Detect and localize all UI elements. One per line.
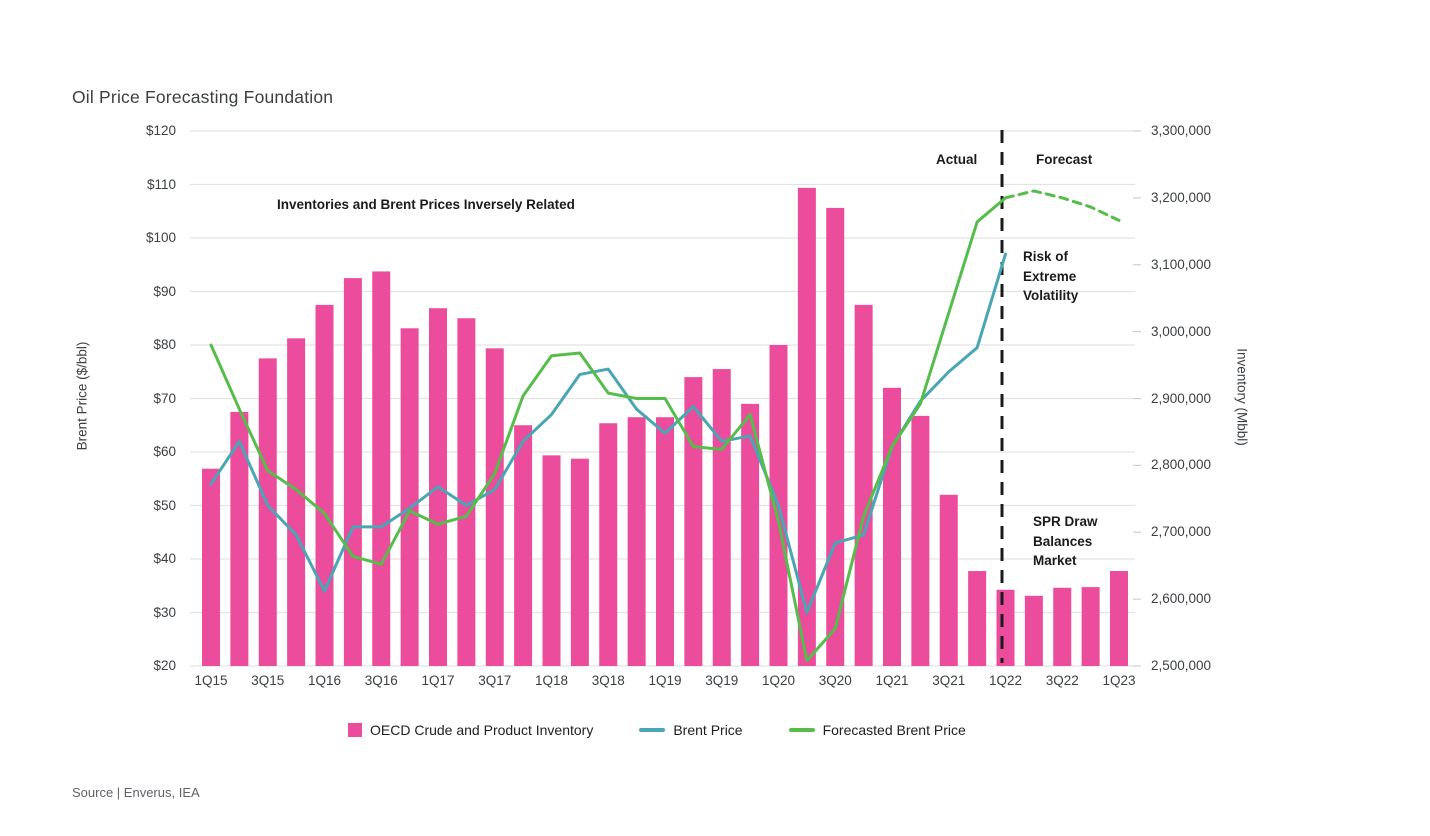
inventory-bar-4Q18 bbox=[627, 417, 646, 666]
x-tick-label: 3Q19 bbox=[705, 673, 739, 688]
page-title: Oil Price Forecasting Foundation bbox=[72, 87, 334, 107]
y-right-tick-label: 3,100,000 bbox=[1151, 256, 1212, 272]
annotation-forecast: Forecast bbox=[1036, 152, 1093, 167]
forecasted-brent-line-forecast-period bbox=[1004, 189, 1121, 222]
x-tick-label: 1Q17 bbox=[421, 673, 455, 688]
inventory-bar-3Q22 bbox=[1053, 587, 1072, 666]
legend-label-forecasted-brent: Forecasted Brent Price bbox=[822, 722, 966, 738]
inventory-bar-1Q15 bbox=[202, 468, 220, 666]
x-tick-label: 1Q20 bbox=[761, 673, 796, 688]
y-left-tick-label: $110 bbox=[146, 176, 176, 192]
inventory-bar-1Q16 bbox=[315, 304, 334, 666]
annotation-actual: Actual bbox=[936, 152, 978, 167]
inventory-bar-2Q19 bbox=[684, 377, 703, 666]
annotation-inverse-relation: Inventories and Brent Prices Inversely R… bbox=[277, 197, 575, 212]
inventory-bar-1Q19 bbox=[656, 417, 674, 666]
left-axis-title: Brent Price ($/bbl) bbox=[74, 341, 90, 451]
y-right-tick-label: 2,600,000 bbox=[1151, 591, 1212, 607]
inventory-bar-4Q15 bbox=[287, 338, 306, 666]
inventory-bar-3Q18 bbox=[599, 423, 618, 666]
y-right-tick-label: 3,300,000 bbox=[1151, 123, 1212, 138]
y-left-tick-label: $30 bbox=[153, 604, 176, 620]
y-right-tick-label: 2,700,000 bbox=[1151, 524, 1212, 540]
y-left-tick-label: $120 bbox=[145, 123, 176, 138]
inventory-bar-3Q19 bbox=[712, 369, 731, 666]
x-tick-label: 1Q22 bbox=[988, 673, 1023, 688]
x-tick-label: 1Q15 bbox=[194, 673, 228, 688]
inventory-bar-2Q20 bbox=[797, 187, 816, 666]
y-right-tick-label: 2,500,000 bbox=[1151, 658, 1212, 673]
legend-item-brent-price: Brent Price bbox=[639, 722, 743, 738]
legend-item-forecasted-brent: Forecasted Brent Price bbox=[788, 722, 966, 738]
inventory-bar-2Q16 bbox=[343, 278, 362, 666]
y-left-tick-label: $80 bbox=[153, 337, 176, 352]
annotation-spr-draw-balances-market: SPR Draw Balances Market bbox=[1033, 514, 1098, 568]
x-tick-label: 3Q21 bbox=[932, 673, 966, 688]
y-left-tick-label: $90 bbox=[153, 283, 176, 299]
y-left-tick-label: $70 bbox=[153, 390, 176, 406]
forecasted-brent-line-actual-period bbox=[209, 196, 1007, 663]
inventory-bar-1Q21 bbox=[883, 387, 901, 666]
x-tick-label: 3Q16 bbox=[364, 673, 398, 688]
inventory-bar-2Q15 bbox=[230, 411, 249, 666]
inventory-bar-1Q22 bbox=[996, 589, 1015, 666]
x-tick-label: 3Q18 bbox=[591, 673, 625, 688]
brent-price-line bbox=[209, 252, 1007, 614]
y-left-tick-label: $50 bbox=[153, 497, 176, 513]
x-tick-label: 1Q18 bbox=[534, 673, 569, 688]
inventory-bar-4Q16 bbox=[400, 328, 419, 666]
legend-label-inventory: OECD Crude and Product Inventory bbox=[370, 722, 594, 738]
x-tick-label: 1Q16 bbox=[307, 673, 342, 688]
y-right-tick-label: 2,800,000 bbox=[1151, 457, 1212, 473]
legend-label-brent-price: Brent Price bbox=[673, 722, 743, 738]
x-tick-label: 3Q15 bbox=[251, 673, 285, 688]
inventory-swatch-icon bbox=[348, 723, 362, 737]
y-right-tick-label: 3,200,000 bbox=[1151, 189, 1212, 205]
inventory-bar-4Q21 bbox=[968, 571, 987, 666]
source-attribution: Source | Enverus, IEA bbox=[72, 785, 200, 800]
inventory-bar-2Q22 bbox=[1024, 595, 1043, 666]
inventory-bar-4Q20 bbox=[854, 304, 873, 666]
y-left-tick-label: $40 bbox=[153, 551, 176, 566]
inventory-bar-4Q19 bbox=[741, 403, 760, 666]
x-tick-label: 3Q17 bbox=[478, 673, 512, 688]
x-tick-label: 3Q20 bbox=[818, 673, 852, 688]
inventory-bar-3Q15 bbox=[258, 358, 277, 666]
chart-legend: OECD Crude and Product Inventory Brent P… bbox=[348, 722, 966, 738]
inventory-bar-4Q22 bbox=[1081, 587, 1100, 666]
x-tick-label: 1Q23 bbox=[1102, 673, 1136, 688]
y-left-tick-label: $100 bbox=[145, 230, 176, 245]
legend-item-inventory: OECD Crude and Product Inventory bbox=[348, 722, 593, 738]
x-tick-label: 1Q19 bbox=[648, 673, 682, 688]
y-left-tick-label: $60 bbox=[153, 444, 176, 459]
inventory-bar-2Q17 bbox=[457, 318, 476, 666]
x-tick-label: 1Q21 bbox=[875, 673, 909, 688]
brent-line-swatch-icon bbox=[639, 728, 666, 732]
inventory-bar-3Q16 bbox=[372, 271, 391, 666]
inventory-bar-2Q18 bbox=[570, 458, 589, 666]
inventory-bar-2Q21 bbox=[911, 415, 930, 666]
y-right-tick-label: 3,000,000 bbox=[1151, 323, 1212, 339]
forecast-line-swatch-icon bbox=[788, 728, 815, 732]
inventory-bar-1Q18 bbox=[542, 455, 561, 666]
y-left-tick-label: $20 bbox=[153, 658, 176, 673]
inventory-bar-3Q17 bbox=[485, 348, 504, 666]
y-right-tick-label: 2,900,000 bbox=[1151, 390, 1212, 406]
inventory-bar-1Q23 bbox=[1110, 571, 1128, 666]
inventory-bar-3Q21 bbox=[939, 494, 958, 666]
inventory-bar-3Q20 bbox=[826, 207, 845, 666]
inventory-bar-4Q17 bbox=[514, 425, 533, 666]
x-tick-label: 3Q22 bbox=[1045, 673, 1079, 688]
annotation-risk-of-extreme-volatility: Risk of Extreme Volatility bbox=[1023, 249, 1079, 303]
